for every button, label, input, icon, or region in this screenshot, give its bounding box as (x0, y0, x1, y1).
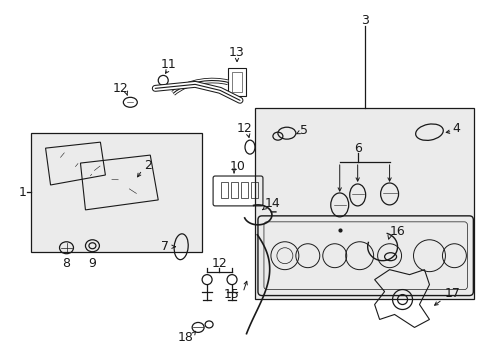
Bar (241, 182, 247, 198)
Text: 3: 3 (360, 14, 368, 27)
Text: 2: 2 (144, 158, 152, 172)
Bar (254, 108, 473, 298)
Text: 8: 8 (62, 257, 70, 270)
Text: 6: 6 (353, 141, 361, 155)
Text: 18: 18 (177, 331, 193, 344)
Bar (232, 72, 242, 92)
Text: 12: 12 (211, 257, 226, 270)
Bar (31, 133, 202, 252)
Text: 5: 5 (299, 124, 307, 137)
Text: 11: 11 (160, 58, 176, 71)
Text: 12: 12 (237, 122, 252, 135)
Text: 4: 4 (451, 122, 459, 135)
Text: 17: 17 (444, 287, 459, 300)
Text: 14: 14 (264, 197, 280, 210)
Bar (227, 68, 245, 96)
Text: 15: 15 (224, 288, 240, 301)
Bar (250, 182, 258, 198)
Bar (230, 182, 238, 198)
Text: 9: 9 (88, 257, 96, 270)
Text: 10: 10 (230, 159, 245, 172)
Text: 12: 12 (112, 82, 128, 95)
Text: 16: 16 (389, 225, 405, 238)
Bar (221, 182, 227, 198)
Text: 7: 7 (161, 240, 169, 253)
Text: 13: 13 (229, 46, 244, 59)
Text: 1: 1 (19, 186, 26, 199)
